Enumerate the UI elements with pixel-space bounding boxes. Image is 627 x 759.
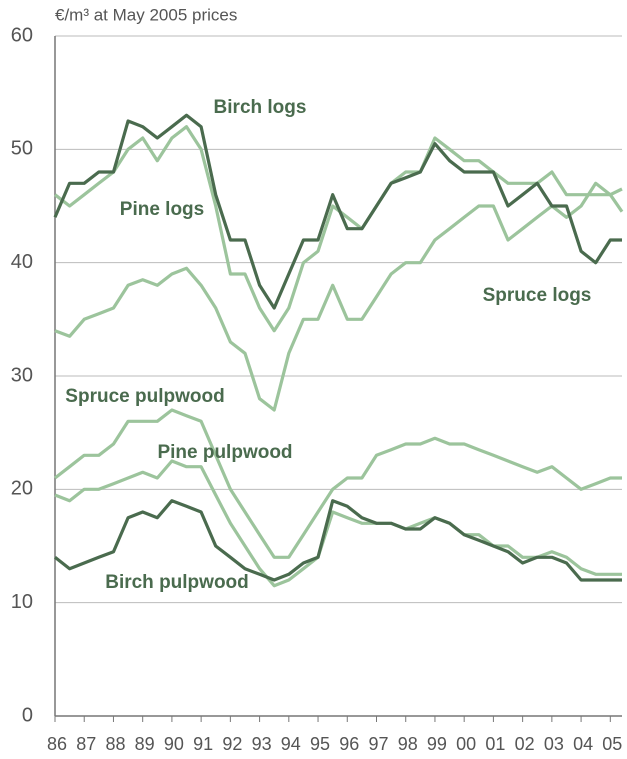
y-axis-label: €/m³ at May 2005 prices [55,5,237,24]
x-tick-label: 03 [544,734,564,754]
series-line [54,181,624,412]
y-tick-label: 50 [11,138,33,160]
x-tick-label: 93 [252,734,272,754]
x-tick-label: 04 [573,734,593,754]
x-tick-label: 91 [193,734,213,754]
x-tick-label: 97 [368,734,388,754]
x-tick-label: 02 [515,734,535,754]
x-tick-label: 95 [310,734,330,754]
series-label: Birch logs [214,97,307,118]
x-tick-label: 86 [47,734,67,754]
series-line [54,459,622,588]
series-label: Spruce logs [483,285,592,306]
series-label: Pine logs [120,199,204,220]
x-tick-label: 98 [398,734,418,754]
x-tick-label: 90 [164,734,184,754]
x-tick-label: 89 [135,734,155,754]
x-tick-label: 01 [485,734,505,754]
x-tick-label: 99 [427,734,447,754]
x-tick-label: 92 [222,734,242,754]
series-line [53,113,622,310]
series-line [54,499,622,582]
x-tick-label: 87 [76,734,96,754]
y-tick-label: 60 [11,24,33,46]
x-tick-label: 96 [339,734,359,754]
y-tick-label: 10 [11,591,33,613]
series-label: Spruce pulpwood [65,386,224,407]
y-tick-label: 30 [11,364,33,386]
y-tick-label: 40 [11,251,33,273]
x-tick-label: 94 [281,734,301,754]
y-tick-label: 20 [11,478,33,500]
series-label: Birch pulpwood [105,572,249,593]
y-tick-label: 0 [22,704,33,726]
series-line [54,408,622,559]
x-tick-label: 05 [602,734,622,754]
x-tick-label: 88 [105,734,125,754]
x-tick-label: 00 [456,734,476,754]
series-label: Pine pulpwood [157,442,292,463]
